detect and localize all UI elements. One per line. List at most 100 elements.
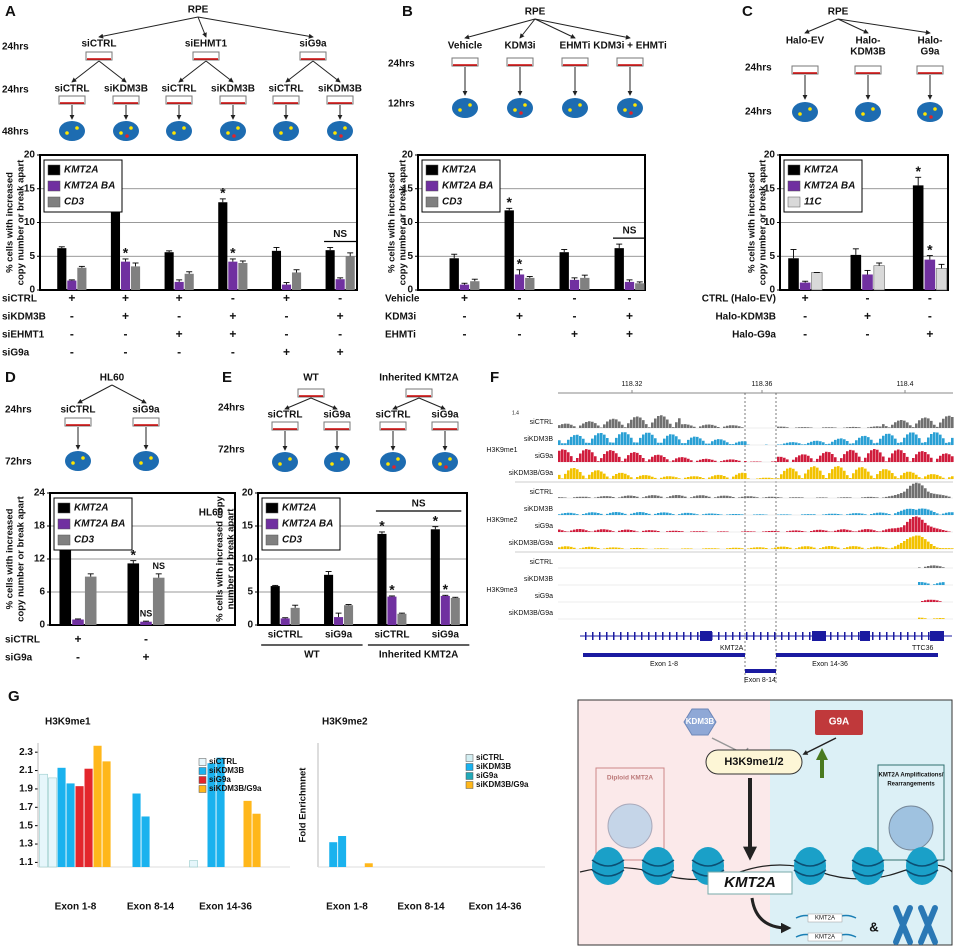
significance-label: * [506,194,512,210]
condition-mark: + [926,327,933,341]
condition-label: Halo-G9a [732,330,776,341]
dish [85,51,113,61]
treatment-label: siG9a [299,39,327,50]
signal-dot [392,465,396,469]
bar [48,777,57,868]
bar [291,272,302,290]
significance-label: NS [140,609,153,619]
bar [345,256,355,290]
track-label: siKDM3B/G9a [509,610,553,617]
condition-mark: + [122,309,129,323]
root-label: WT [303,373,319,384]
track-signal [558,482,951,498]
panel-label: A [5,3,16,20]
bar [470,281,480,290]
legend-label: siG9a [476,771,498,780]
treatment-label: siKDM3B [318,84,362,95]
bar [450,597,460,625]
bar [67,280,77,290]
y-tick-label: 20 [764,150,776,161]
x-tick-label: Exon 14-36 [469,902,522,913]
signal-dot [129,126,133,130]
mark-label: H3K9me1 [486,447,517,454]
group-label: WT [304,650,320,661]
gene-exon [655,632,657,640]
signal-dot [386,462,390,466]
gene-exon [732,632,734,640]
signal-dot [71,461,75,465]
gene-exon [788,632,790,640]
root-label: RPE [828,7,849,18]
track-label: siKDM3B/G9a [509,540,553,547]
condition-mark: - [177,345,181,359]
legend-label: CD3 [442,197,462,208]
condition-mark: - [928,291,932,305]
legend-swatch [465,772,474,780]
gene-exon [613,632,615,640]
gene-exon [739,632,741,640]
bar [174,281,184,290]
condition-label: siEHMT1 [2,330,45,341]
signal-dot [444,465,448,469]
bar [57,767,66,867]
gene-exon [921,632,923,640]
treatment-label: siEHMT1 [185,39,228,50]
legend-swatch [57,502,71,514]
nucleosome-wrap [793,859,827,877]
cell [327,121,353,141]
gene-exon [697,632,699,640]
dish [112,95,140,105]
bar [281,284,292,290]
y-tick-label: 15 [764,183,776,194]
y-tick-label: 1.5 [19,820,33,831]
condition-mark: - [928,309,932,323]
y-tick-label: 5 [769,251,775,262]
y-tick-label: 0 [247,620,253,631]
x-tick-label: Exon 8-14 [397,902,445,913]
condition-mark: - [628,291,632,305]
track-signal [558,449,954,462]
signal-dot [232,134,236,138]
condition-mark: - [803,327,807,341]
cell [133,451,159,471]
signal-dot [633,103,637,107]
y-tick-label: 15 [242,521,254,532]
time-label: 24hrs [745,63,772,74]
significance-label: * [379,518,385,534]
condition-label: Halo-KDM3B [715,312,776,323]
condition-mark: + [337,345,344,359]
y-axis-label: % cells with increased [5,172,16,273]
g9a-shape [815,710,863,735]
dish [405,388,433,398]
condition-mark: + [516,309,523,323]
mark-label: H3K9me1/2 [724,756,783,768]
bar [102,761,111,867]
gene-exon [634,632,636,640]
track-signal [918,617,945,619]
dish [431,421,459,431]
y-tick-label: 5 [247,587,253,598]
legend-swatch [425,196,439,208]
condition-mark: - [463,327,467,341]
legend-swatch [787,164,801,176]
mark-label: H3K9me3 [486,587,517,594]
y-tick-label: 0 [407,285,413,296]
track-label: siCTRL [530,489,553,496]
significance-label: * [123,245,129,261]
y-tick-label: 2.3 [19,747,33,758]
exon-label: Exon 8-14 [744,677,776,684]
gene-exon [627,632,629,640]
condition-mark: - [76,650,80,664]
bar [120,261,131,290]
bar [130,266,141,290]
cell [452,98,478,118]
arrow [464,18,536,40]
bar [39,773,48,868]
mark-box [705,749,803,775]
significance-label: NS [333,229,347,240]
bar [334,617,344,625]
condition-mark: + [142,650,149,664]
bar [514,274,525,290]
treatment-label: KDM3i + EHMTi [593,41,667,52]
nucleus [888,805,934,851]
